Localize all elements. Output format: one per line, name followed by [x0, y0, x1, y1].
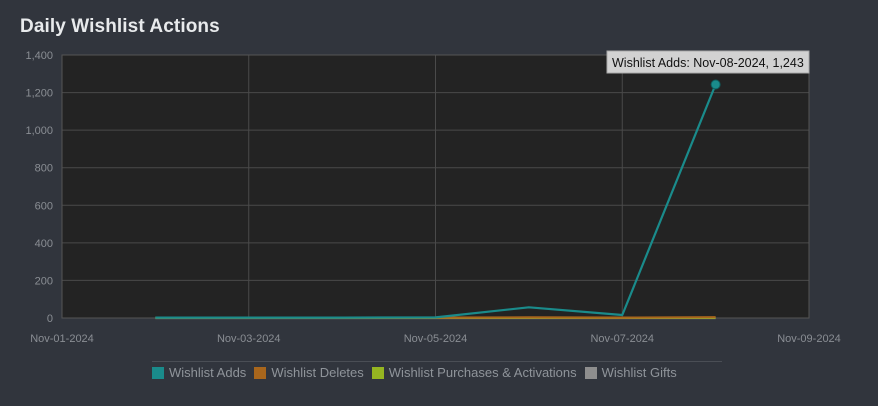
y-tick-label: 200: [35, 275, 53, 287]
legend-item-wishlist-adds[interactable]: Wishlist Adds: [152, 365, 246, 380]
legend-swatch: [371, 366, 384, 379]
legend-item-wishlist-purchases-activations[interactable]: Wishlist Purchases & Activations: [371, 365, 577, 380]
legend-item-wishlist-deletes[interactable]: Wishlist Deletes: [254, 365, 364, 380]
axis-labels: 0 200 400 600 800 1,000 1,200 1,400 Nov-01-2024 N…: [25, 50, 840, 345]
x-tick-label: Nov-09-2024: [777, 333, 841, 345]
legend-swatch: [584, 366, 597, 379]
highlight-point[interactable]: [710, 79, 721, 90]
x-tick-label: Nov-03-2024: [217, 333, 281, 345]
legend-label: Wishlist Deletes: [271, 365, 364, 380]
series-line-wishlist-adds[interactable]: [155, 84, 717, 319]
legend-label: Wishlist Purchases & Activations: [388, 365, 577, 380]
tooltip-text: Wishlist Adds: Nov-08-2024, 1,243: [612, 56, 804, 70]
tooltip-box: [606, 50, 810, 74]
x-tick-label: Nov-07-2024: [590, 333, 654, 345]
grid-lines: [61, 54, 810, 319]
legend-label: Wishlist Adds: [169, 365, 247, 380]
tooltip: Wishlist Adds: Nov-08-2024, 1,243: [606, 50, 810, 74]
x-tick-label: Nov-01-2024: [30, 333, 94, 345]
x-tick-label: Nov-05-2024: [404, 333, 468, 345]
legend-swatch: [254, 366, 267, 379]
chart-legend: Wishlist Adds Wishlist Deletes Wishlist Pu…: [152, 361, 722, 380]
legend-label: Wishlist Gifts: [601, 365, 677, 380]
y-tick-label: 1,400: [25, 50, 53, 62]
legend-swatch: [152, 366, 164, 379]
series-lines: [155, 79, 721, 320]
y-tick-label: 800: [35, 163, 53, 175]
chart-title: Daily Wishlist Actions: [20, 16, 220, 37]
y-tick-label: 600: [35, 200, 53, 212]
y-tick-label: 400: [35, 238, 53, 250]
y-tick-label: 1,200: [25, 88, 53, 100]
y-tick-label: 1,000: [25, 125, 53, 137]
y-tick-label: 0: [47, 313, 53, 325]
legend-item-wishlist-gifts[interactable]: Wishlist Gifts: [584, 365, 677, 380]
